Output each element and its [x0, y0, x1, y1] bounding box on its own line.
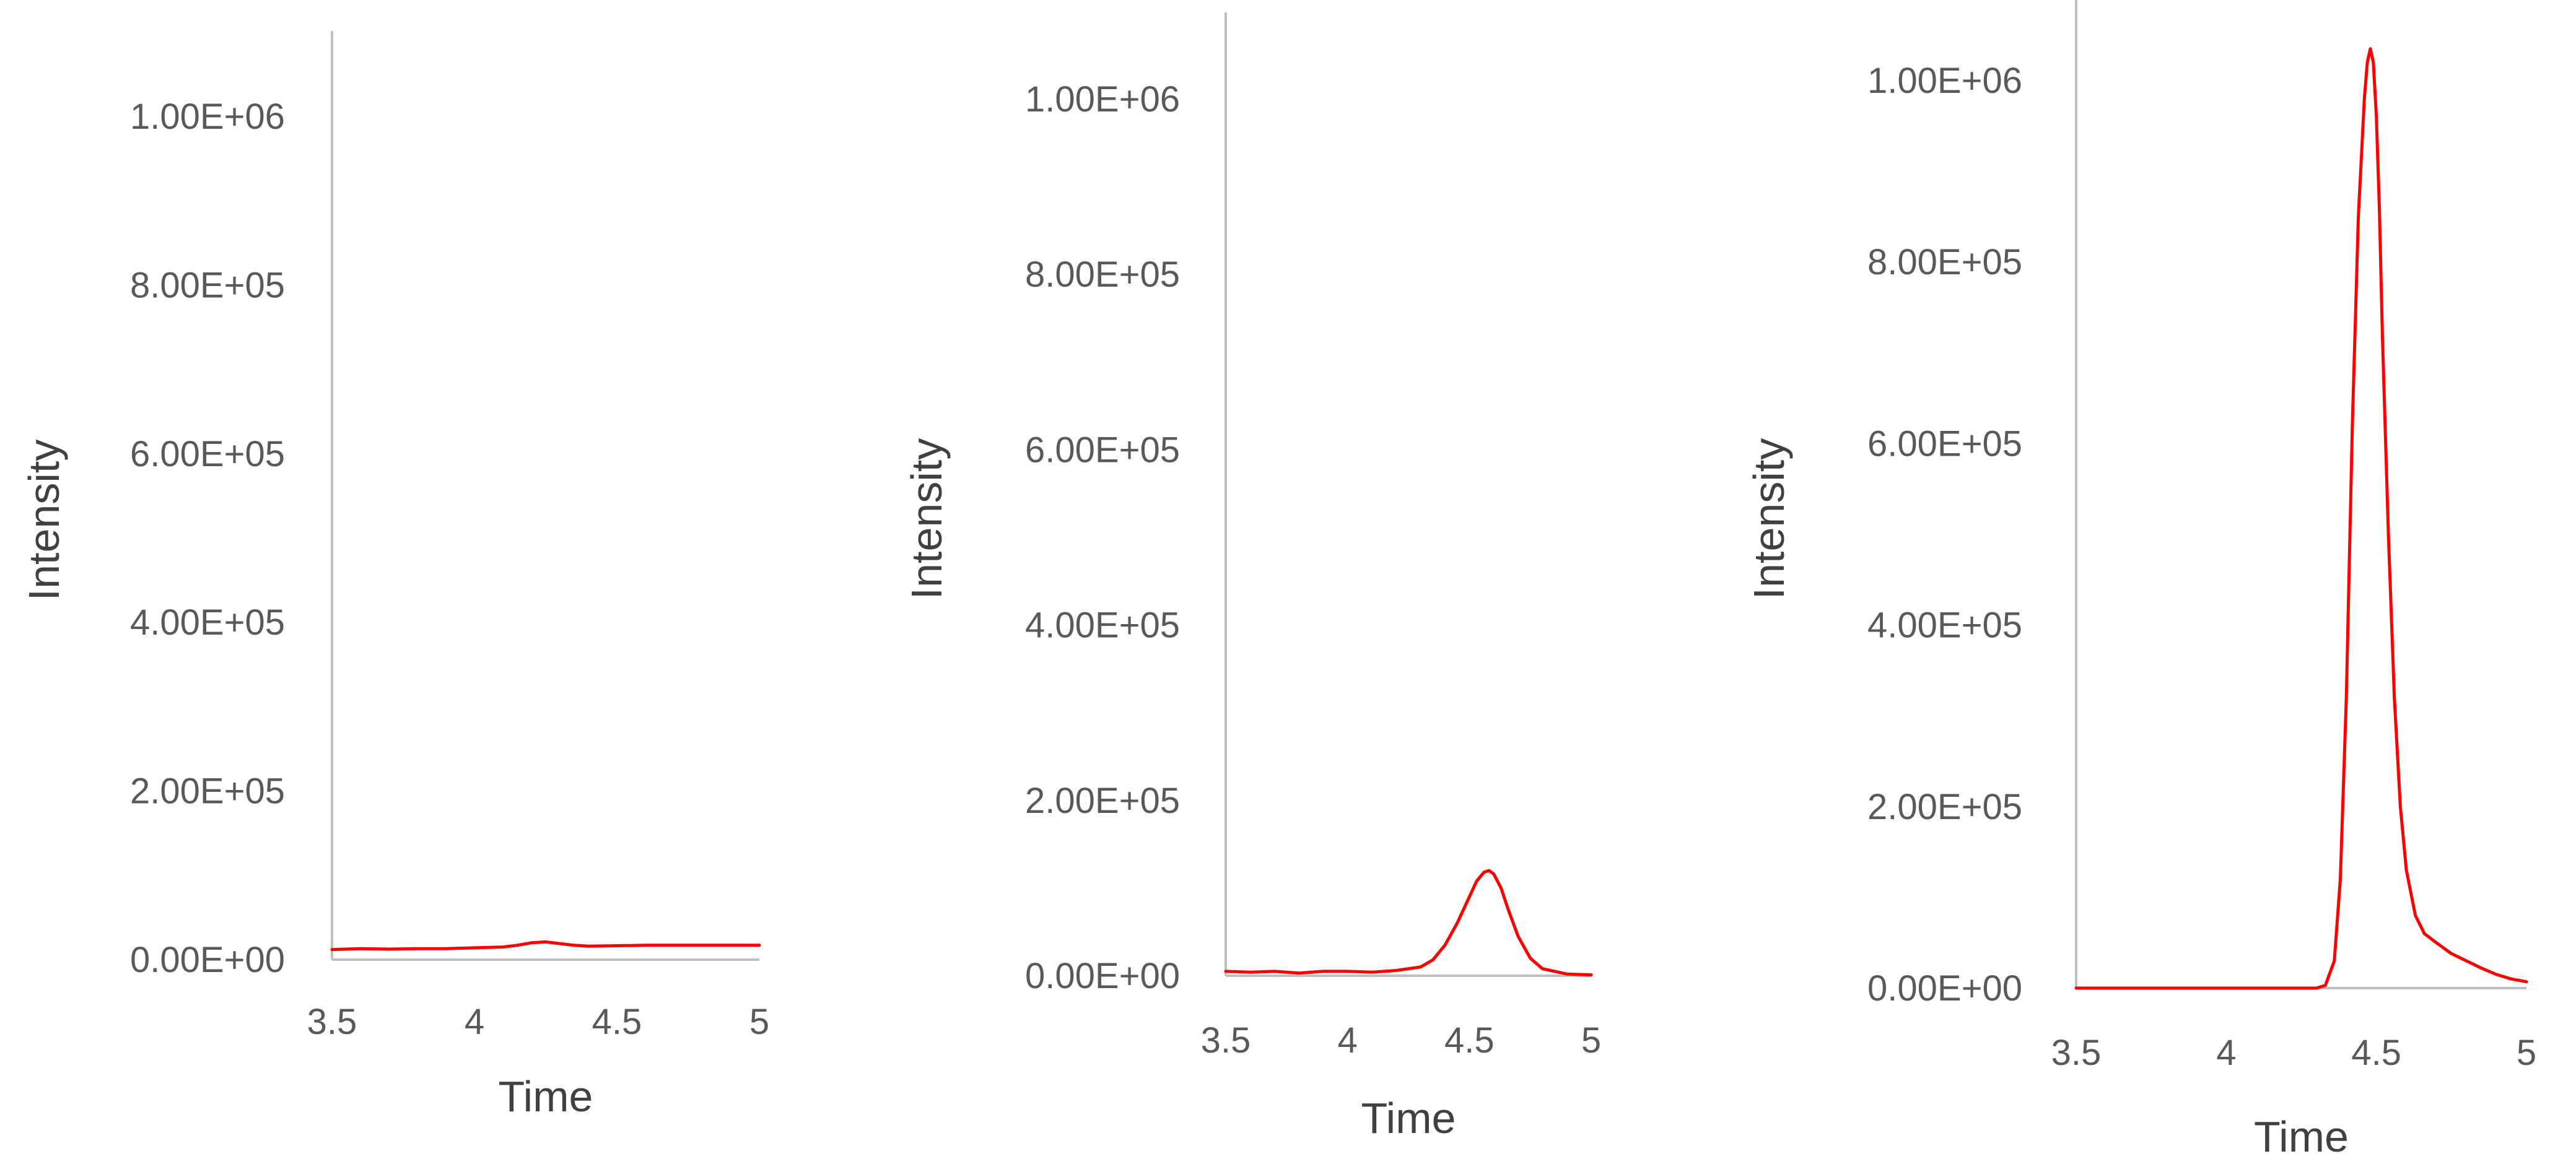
- x-tick-label: 3.5: [307, 1002, 357, 1042]
- y-tick-label: 2.00E+05: [130, 771, 285, 812]
- y-tick-label: 8.00E+05: [1867, 242, 2022, 282]
- y-tick-label: 6.00E+05: [1025, 430, 1180, 470]
- x-tick-label: 5: [2517, 1033, 2536, 1073]
- y-tick-label: 1.00E+06: [1867, 61, 2022, 101]
- y-tick-label: 2.00E+05: [1025, 781, 1180, 821]
- y-axis-title: Intensity: [1745, 438, 1793, 600]
- x-tick-label: 3.5: [2051, 1033, 2102, 1073]
- x-tick-label: 3.5: [1201, 1020, 1251, 1061]
- series-line: [330, 940, 761, 952]
- x-tick-label: 4.5: [1444, 1020, 1495, 1061]
- x-tick-label: 4.5: [2351, 1033, 2401, 1073]
- x-axis-title: Time: [2254, 1113, 2349, 1161]
- x-axis-title: Time: [499, 1072, 593, 1121]
- x-tick-label: 4: [1338, 1020, 1358, 1061]
- y-tick-label: 2.00E+05: [1867, 787, 2022, 827]
- x-tick-label: 4: [2216, 1033, 2236, 1073]
- y-tick-label: 0.00E+00: [1867, 968, 2022, 1009]
- chart-panel-3: 0.00E+00 2.00E+05 4.00E+05 6.00E+05 8.00E+05…: [1745, 0, 2536, 1161]
- y-tick-label: 4.00E+05: [1867, 606, 2022, 646]
- x-tick-label: 5: [749, 1002, 769, 1042]
- y-tick-label: 8.00E+05: [130, 265, 285, 305]
- y-tick-label: 1.00E+06: [130, 97, 285, 137]
- y-tick-label: 6.00E+05: [130, 434, 285, 474]
- y-tick-label: 0.00E+00: [1025, 956, 1180, 996]
- y-tick-label: 6.00E+05: [1867, 423, 2022, 464]
- y-tick-label: 0.00E+00: [130, 940, 285, 980]
- y-axis-title: Intensity: [902, 438, 951, 600]
- x-tick-label: 4: [465, 1002, 484, 1042]
- y-axis-title: Intensity: [20, 440, 68, 601]
- x-tick-label: 4.5: [592, 1002, 642, 1042]
- y-tick-label: 4.00E+05: [1025, 606, 1180, 646]
- y-tick-label: 8.00E+05: [1025, 254, 1180, 295]
- chart-panel-1: 0.00E+00 2.00E+05 4.00E+05 6.00E+05 8.00E+05…: [20, 31, 769, 1121]
- x-tick-label: 5: [1581, 1020, 1601, 1061]
- x-axis-title: Time: [1361, 1094, 1456, 1142]
- y-tick-label: 4.00E+05: [130, 602, 285, 643]
- y-tick-label: 1.00E+06: [1025, 79, 1180, 119]
- chart-panel-2: 0.00E+00 2.00E+05 4.00E+05 6.00E+05 8.00E+05…: [902, 12, 1601, 1142]
- series-line: [1224, 869, 1593, 977]
- series-line: [2074, 47, 2528, 990]
